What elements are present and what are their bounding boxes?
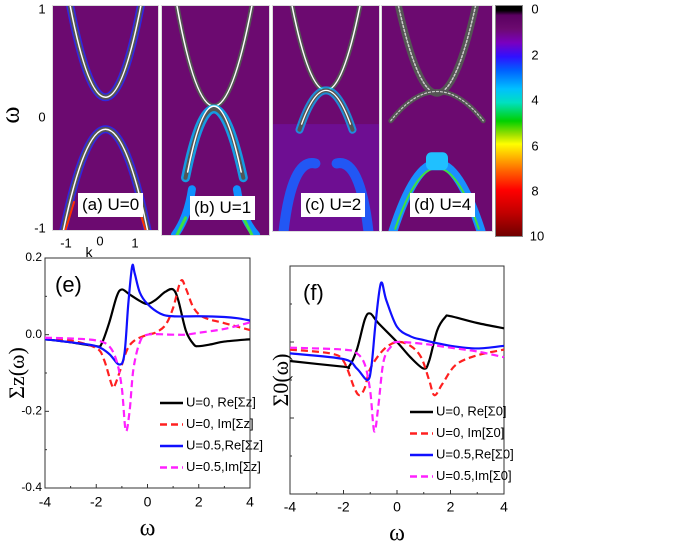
x-tick-label: -4 bbox=[39, 494, 52, 510]
top-ytick: 0 bbox=[38, 109, 46, 125]
x-tick-label: -2 bbox=[90, 494, 103, 510]
chart-1: -4 -2 0 2 4 ω Σ0(ω) (f) U=0, Re[Σ0] U=0, Im[Σ0] U=… bbox=[268, 265, 514, 542]
top-ytick: 1 bbox=[38, 1, 46, 17]
colorbar-tick: 8 bbox=[531, 183, 539, 199]
legend-label: U=0, Im[Σz] bbox=[186, 416, 254, 431]
legend-label: U=0, Im[Σ0] bbox=[436, 425, 504, 440]
legend-label: U=0.5,Re[Σz] bbox=[186, 437, 263, 452]
series-line-3 bbox=[289, 340, 505, 433]
y-tick-label: 0.2 bbox=[25, 250, 42, 264]
colorbar-tick: 4 bbox=[531, 92, 539, 108]
x-tick-label: 4 bbox=[246, 494, 254, 510]
x-tick-label: 0 bbox=[393, 499, 401, 515]
colorbar-tick: 10 bbox=[529, 228, 545, 244]
top-xtick: -1 bbox=[60, 235, 72, 251]
legend-label: U=0.5,Im[Σz] bbox=[186, 459, 261, 474]
colorbar-tick: 2 bbox=[531, 47, 539, 63]
y-tick-label: -0.4 bbox=[21, 480, 42, 494]
top-xtick: 0 bbox=[96, 233, 104, 249]
y-axis-label: Σ0(ω) bbox=[268, 354, 293, 407]
top-xtick: 1 bbox=[131, 235, 139, 251]
colorbar-tick: 6 bbox=[531, 138, 539, 154]
x-tick-label: 4 bbox=[500, 499, 508, 515]
x-tick-label: -4 bbox=[284, 499, 297, 515]
legend-label: U=0, Re[Σ0] bbox=[436, 403, 507, 418]
panel-label: (e) bbox=[55, 272, 82, 297]
series-line-1 bbox=[44, 279, 251, 389]
colorbar-tick: 0 bbox=[531, 1, 539, 17]
legend-label: U=0.5,Re[Σ0] bbox=[436, 446, 514, 461]
x-tick-label: 2 bbox=[447, 499, 455, 515]
panel-label-b: (b) U=1 bbox=[190, 196, 256, 220]
series-line-1 bbox=[289, 340, 505, 397]
y-axis-label: Σz(ω) bbox=[4, 347, 29, 399]
x-tick-label: 0 bbox=[144, 494, 152, 510]
y-tick-label: 0.0 bbox=[25, 327, 42, 341]
series-line-2 bbox=[289, 281, 505, 382]
panel-label-d: (d) U=4 bbox=[410, 193, 476, 217]
y-tick-label: -0.2 bbox=[21, 404, 42, 418]
panel-label-a: (a) U=0 bbox=[78, 193, 144, 217]
colorbar bbox=[495, 5, 523, 237]
x-tick-label: -2 bbox=[337, 499, 350, 515]
series-line-0 bbox=[289, 312, 505, 370]
series-line-3 bbox=[44, 321, 251, 433]
legend-label: U=0, Re[Σz] bbox=[186, 394, 256, 409]
top-ytick: -1 bbox=[34, 220, 46, 236]
x-axis-label: ω bbox=[140, 516, 156, 542]
panel-label: (f) bbox=[303, 280, 324, 305]
chart-0: -4 -2 0 2 4 0.2 0.0 -0.2 -0.4 ω Σz(ω) (e) U=0, Re[Σz… bbox=[4, 250, 263, 541]
panel-label-c: (c) U=2 bbox=[301, 193, 366, 217]
top-xlabel: k bbox=[85, 244, 93, 260]
legend-label: U=0.5,Im[Σ0] bbox=[436, 468, 512, 483]
x-tick-label: 2 bbox=[195, 494, 203, 510]
heatmap-panel-c bbox=[272, 5, 380, 232]
x-axis-label: ω bbox=[389, 521, 405, 542]
series-line-0 bbox=[44, 287, 251, 348]
series-line-2 bbox=[44, 263, 251, 366]
